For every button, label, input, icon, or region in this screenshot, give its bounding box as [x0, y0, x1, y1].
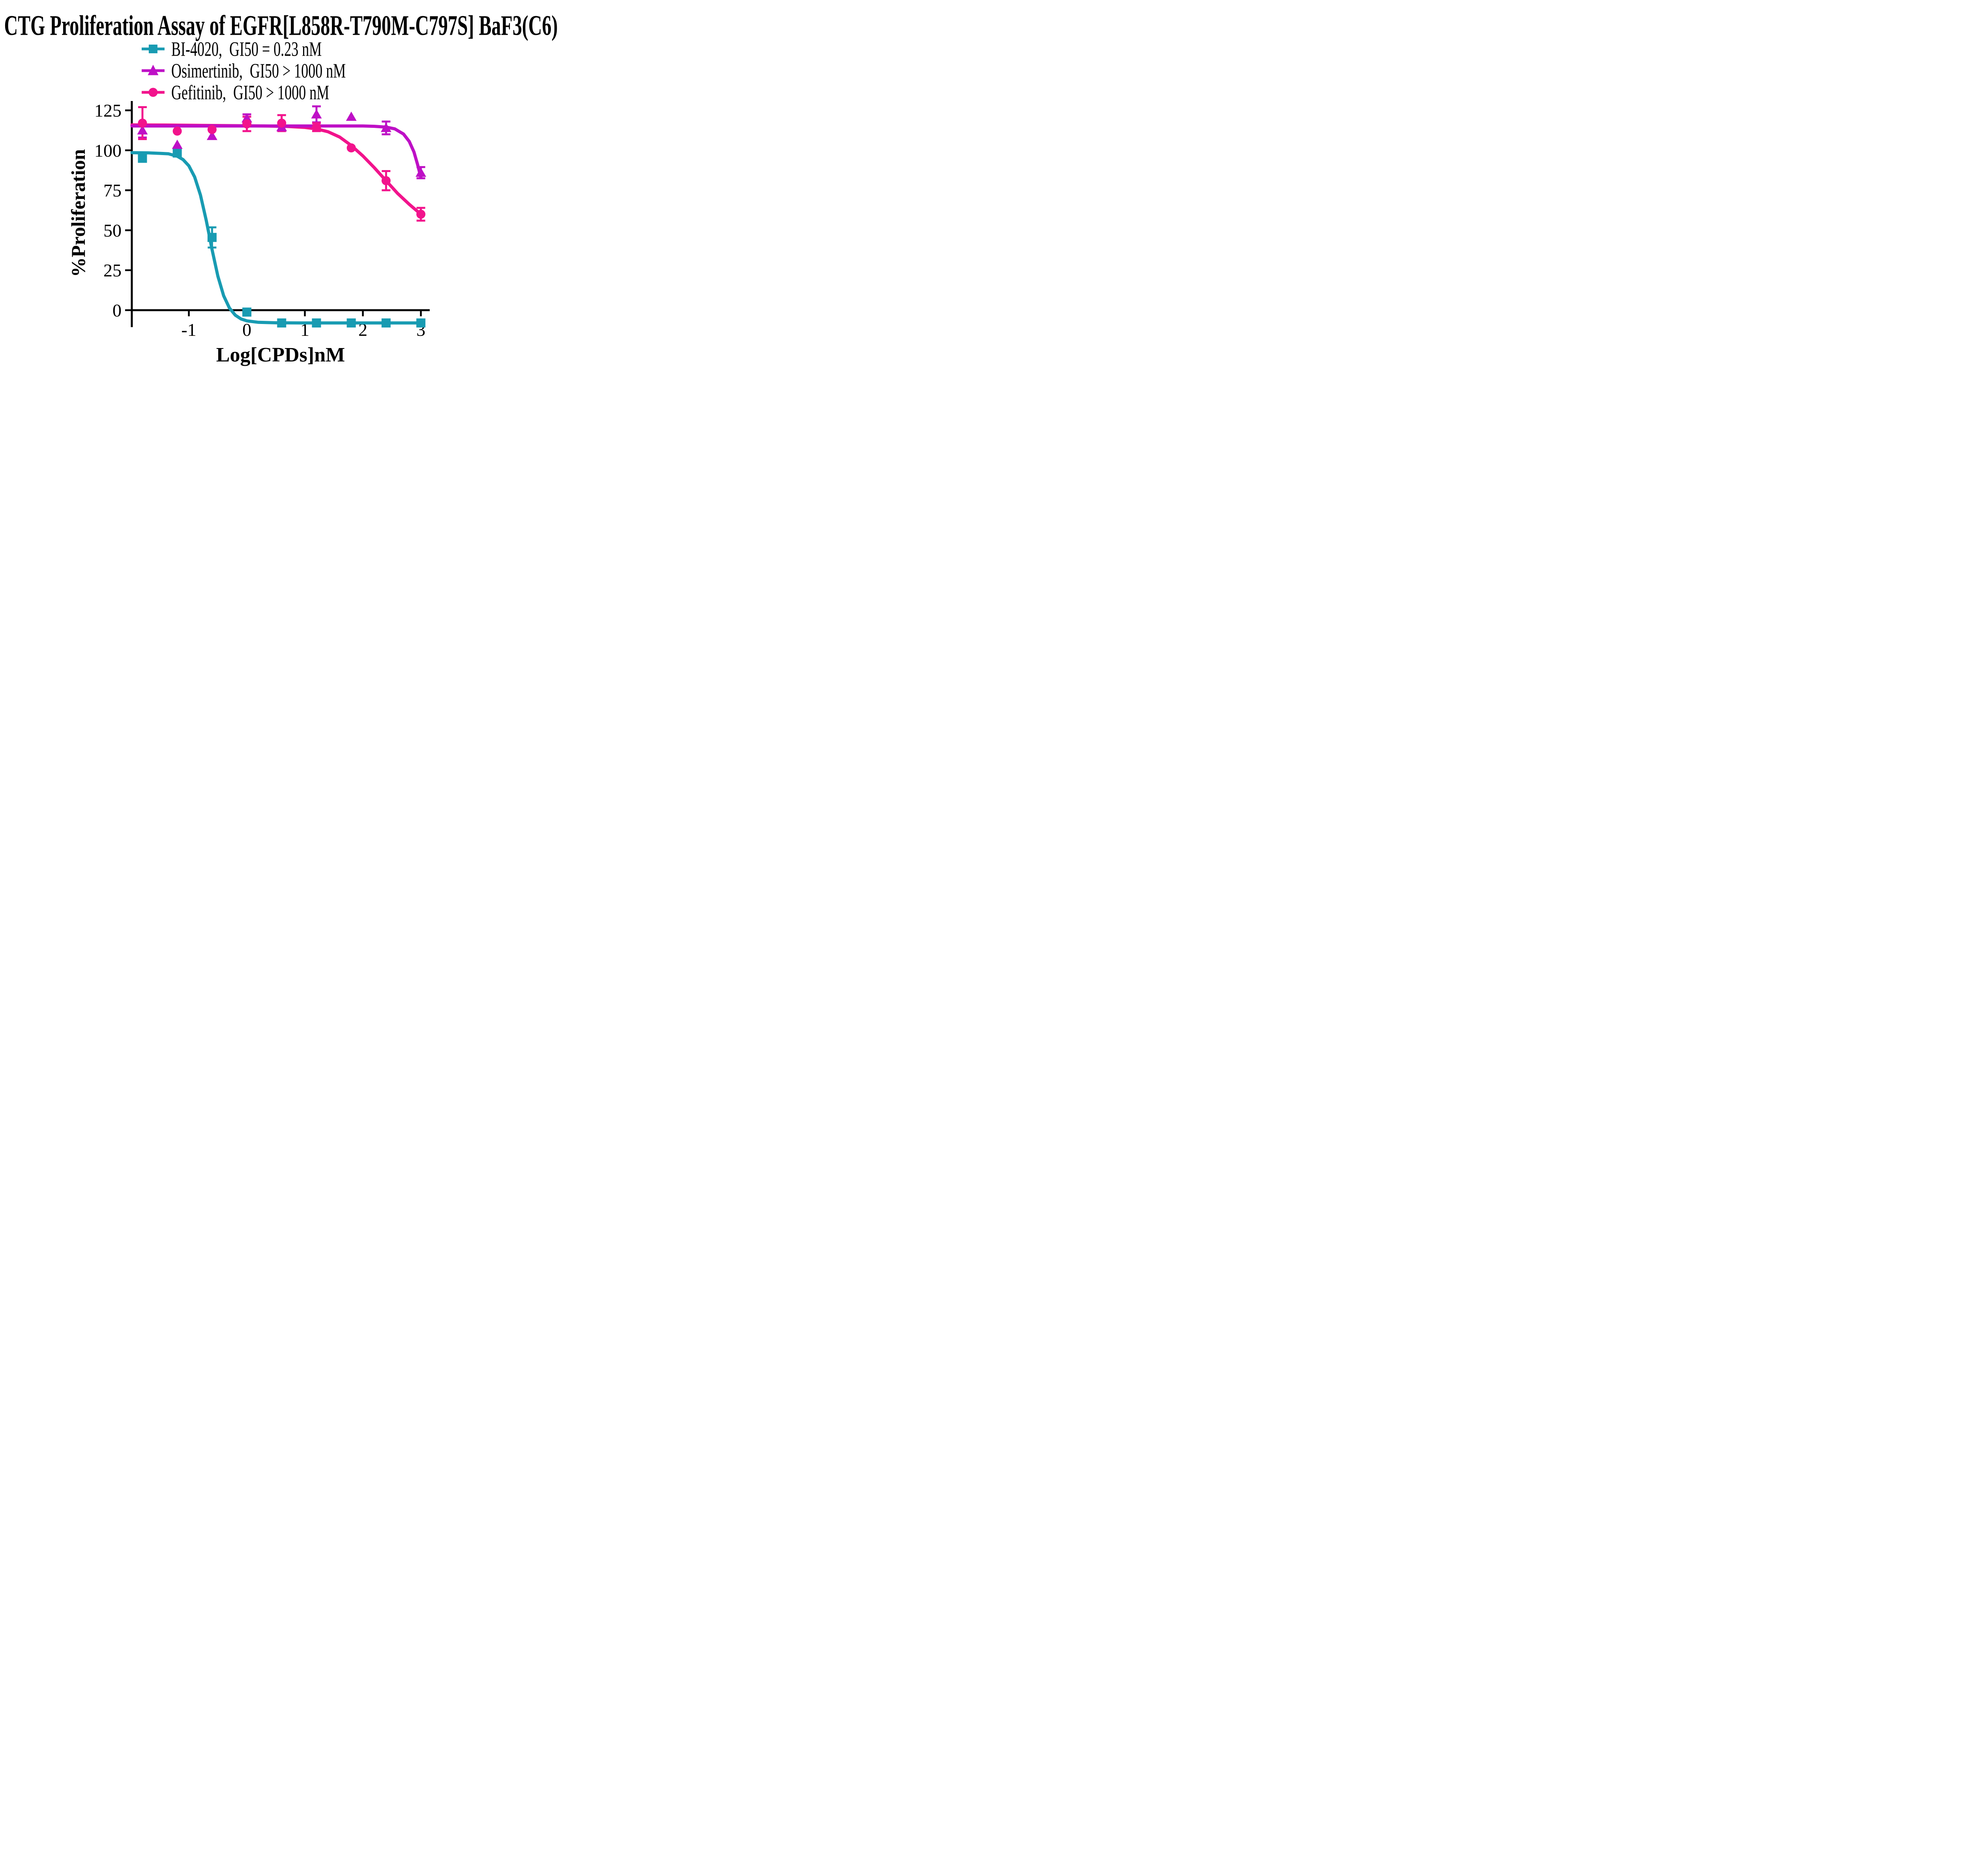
- data-point-bi-4020: [312, 318, 321, 328]
- data-point-bi-4020: [138, 154, 147, 163]
- data-point-osimertinib: [137, 125, 148, 135]
- legend-label: BI-4020, GI50 = 0.23 nM: [171, 37, 322, 60]
- legend-item-osimertinib: Osimertinib, GI50 > 1000 nM: [140, 59, 346, 82]
- data-point-bi-4020: [172, 148, 182, 158]
- data-point-gefitinib: [312, 122, 321, 132]
- data-point-gefitinib: [277, 118, 286, 128]
- data-point-osimertinib: [311, 109, 322, 119]
- legend-circle: [148, 88, 158, 97]
- x-axis-title: Log[CPDs]nM: [216, 344, 345, 366]
- data-point-gefitinib: [138, 118, 147, 128]
- legend-marker-square-icon: [142, 44, 165, 53]
- series-curve-bi-4020: [130, 151, 423, 325]
- x-tick-label: -1: [181, 320, 196, 340]
- data-point-bi-4020: [242, 307, 252, 317]
- data-point-osimertinib: [241, 113, 253, 123]
- data-point-gefitinib: [416, 210, 426, 219]
- x-tick-label: 2: [358, 320, 367, 340]
- legend-item-gefitinib: Gefitinib, GI50 > 1000 nM: [140, 81, 346, 104]
- legend: BI-4020, GI50 = 0.23 nM Osimertinib, GI50…: [140, 37, 346, 104]
- legend-label: Gefitinib, GI50 > 1000 nM: [171, 81, 329, 104]
- data-point-gefitinib: [172, 126, 182, 136]
- y-tick-label: 25: [103, 260, 122, 281]
- legend-marker-triangle-icon: [142, 64, 165, 75]
- data-point-gefitinib: [242, 119, 252, 129]
- data-point-gefitinib: [346, 143, 356, 153]
- data-point-bi-4020: [381, 318, 391, 328]
- series-curve-gefitinib: [130, 123, 423, 216]
- x-tick-label: 1: [300, 320, 309, 340]
- data-point-bi-4020: [346, 318, 356, 328]
- legend-item-bi-4020: BI-4020, GI50 = 0.23 nM: [140, 37, 346, 60]
- data-point-bi-4020: [277, 318, 286, 328]
- legend-label: Osimertinib, GI50 > 1000 nM: [171, 59, 346, 82]
- legend-marker-circle-icon: [142, 88, 165, 97]
- plot-area: 0 25 50 75 100 125 -1 0 1 2 3 %Proliferation Log[CPD…: [0, 0, 562, 375]
- legend-triangle: [148, 64, 159, 75]
- y-tick-label: 100: [94, 140, 122, 161]
- data-point-gefitinib: [207, 125, 217, 134]
- data-point-gefitinib: [381, 176, 391, 185]
- y-axis-title: %Proliferation: [67, 149, 89, 277]
- y-tick-label: 75: [103, 180, 122, 200]
- data-point-osimertinib: [346, 111, 357, 121]
- y-tick-label: 125: [94, 101, 122, 121]
- data-point-bi-4020: [416, 318, 426, 328]
- x-tick-label: 0: [242, 320, 251, 340]
- y-tick-label: 50: [103, 220, 122, 240]
- data-point-osimertinib: [416, 167, 427, 177]
- data-point-osimertinib: [380, 123, 391, 132]
- y-tick-label: 0: [112, 300, 122, 320]
- data-point-bi-4020: [207, 233, 217, 242]
- data-point-osimertinib: [172, 139, 183, 149]
- legend-square: [149, 44, 157, 53]
- data-point-osimertinib: [206, 131, 217, 140]
- chart-title: CTG Proliferation Assay of EGFR[L858R-T7…: [4, 10, 558, 42]
